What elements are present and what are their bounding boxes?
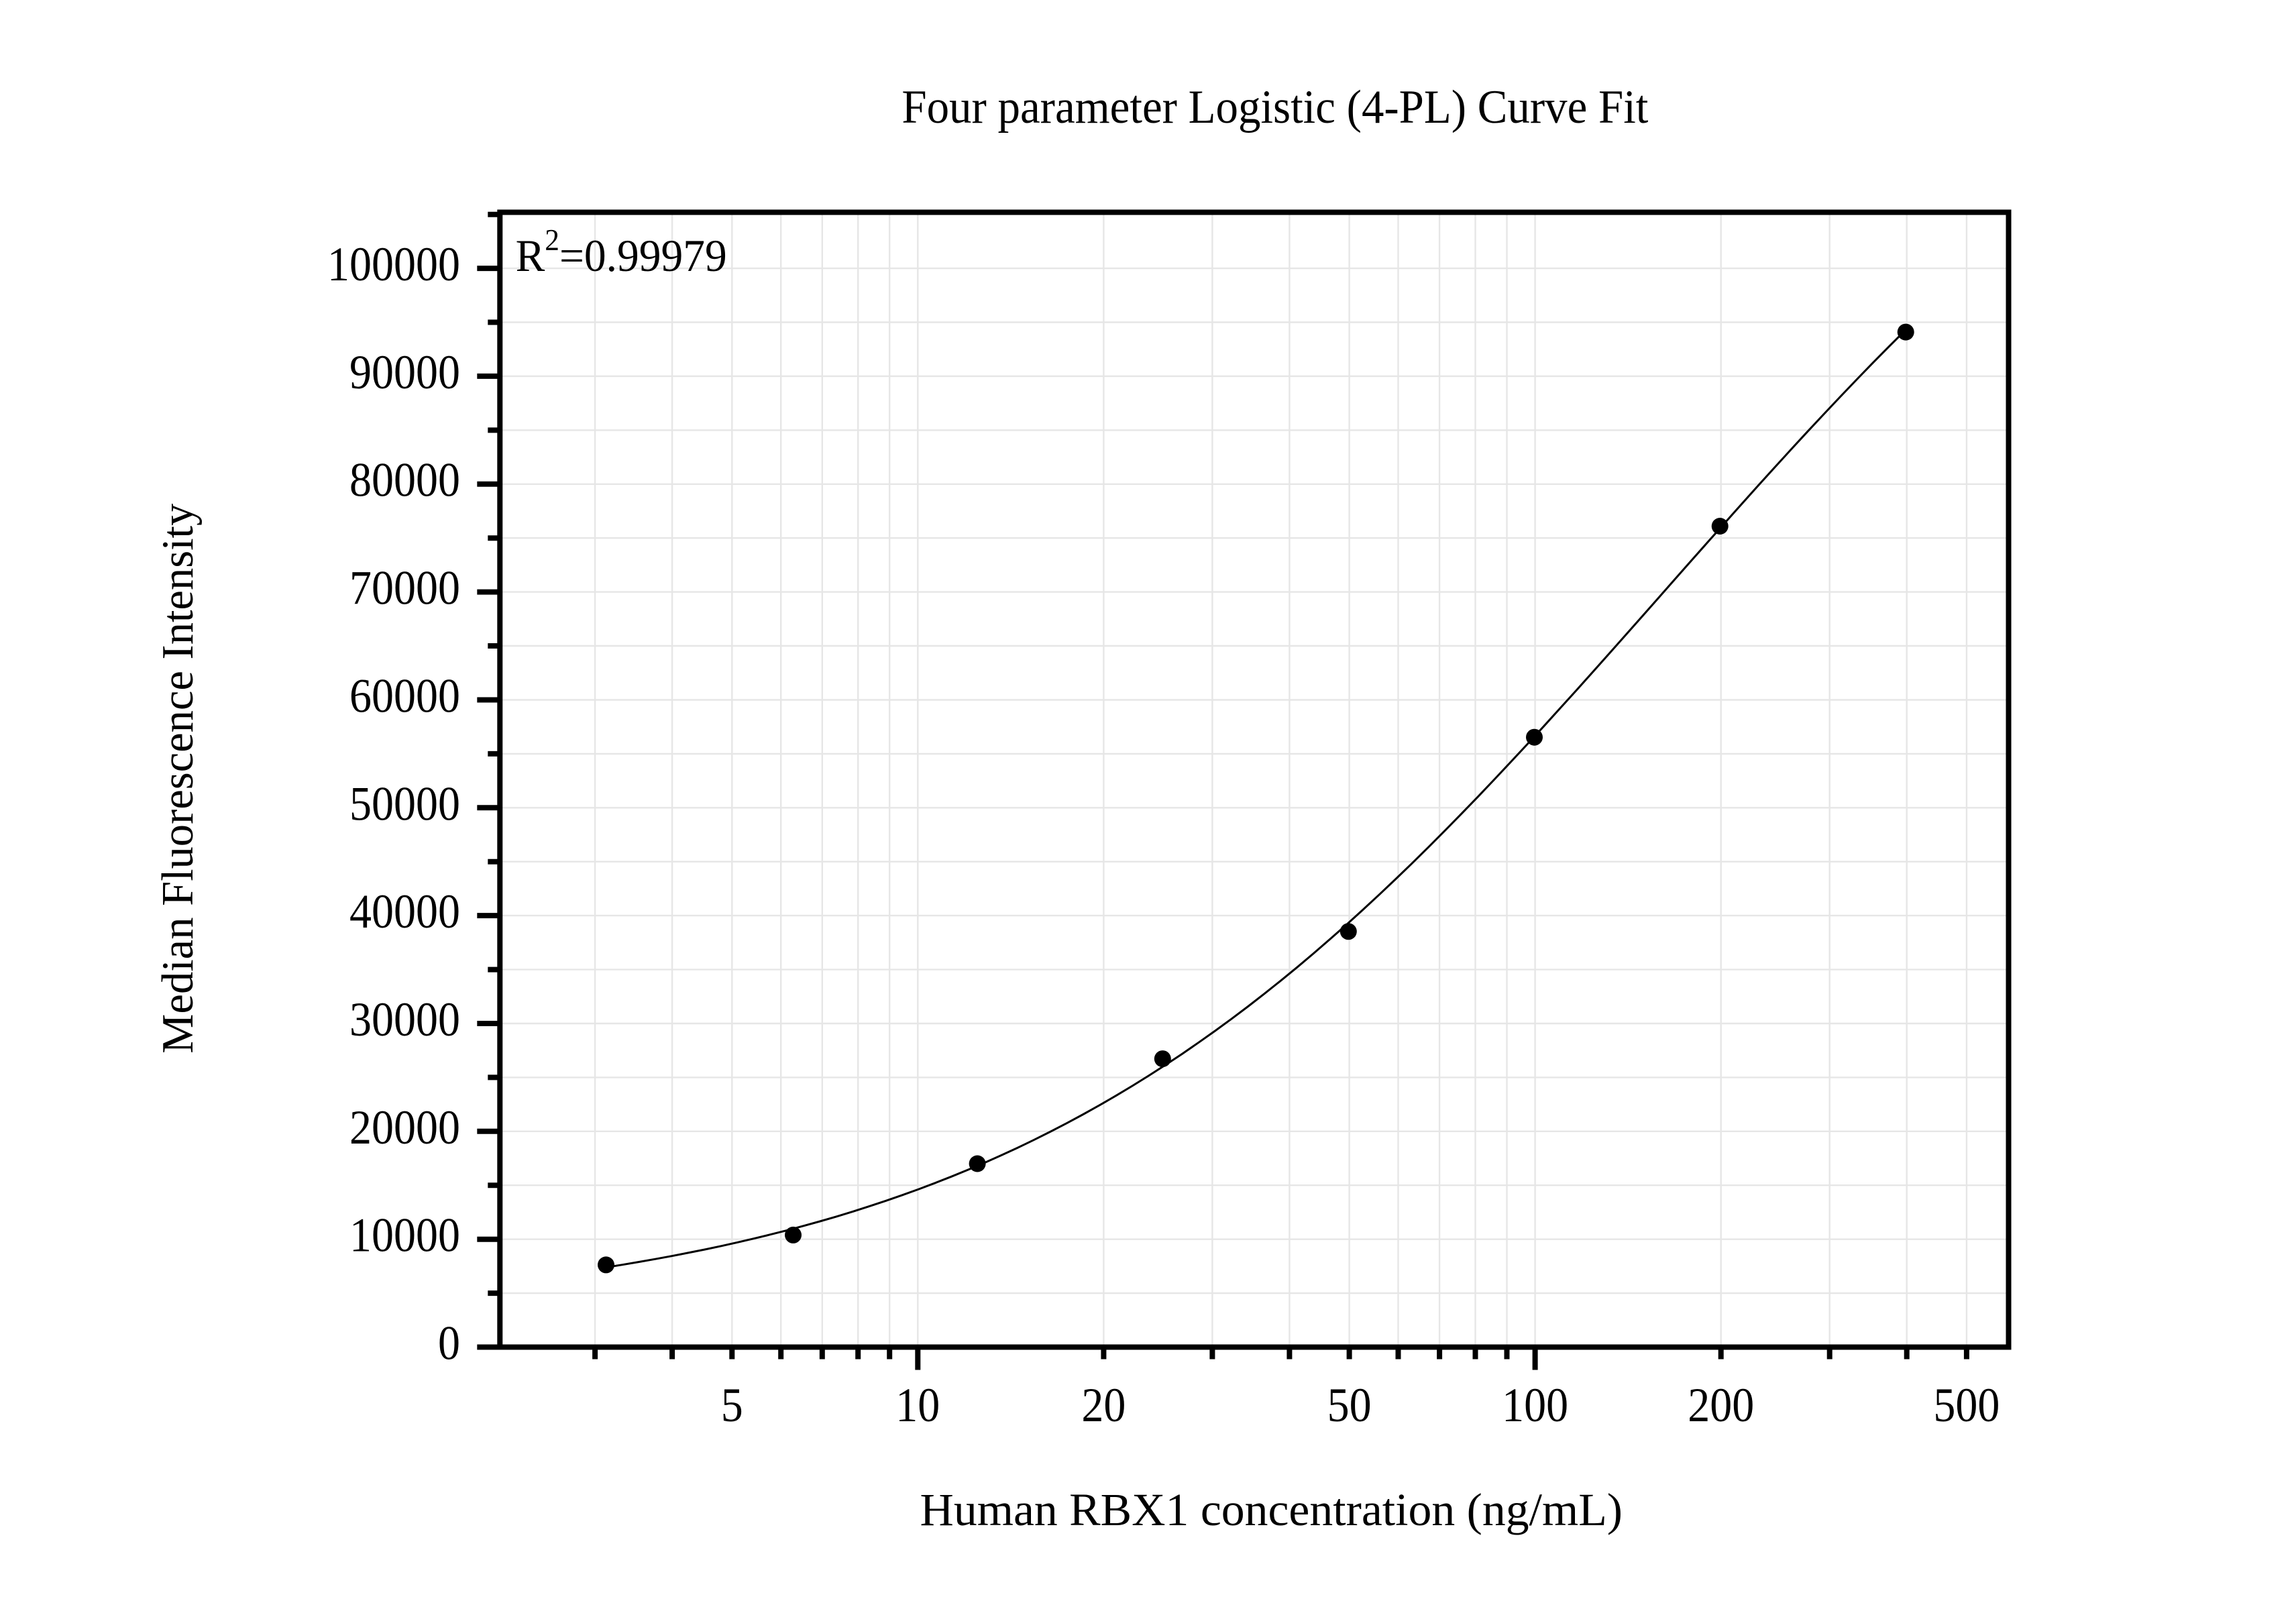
svg-text:10: 10 bbox=[895, 1378, 940, 1432]
svg-text:20000: 20000 bbox=[349, 1101, 460, 1154]
svg-text:R: R bbox=[516, 230, 545, 281]
svg-text:90000: 90000 bbox=[349, 345, 460, 399]
svg-text:Human RBX1 concentration (ng/m: Human RBX1 concentration (ng/mL) bbox=[920, 1484, 1623, 1535]
svg-text:Median Fluorescence Intensity: Median Fluorescence Intensity bbox=[153, 503, 203, 1053]
svg-text:500: 500 bbox=[1933, 1378, 2000, 1432]
svg-text:5: 5 bbox=[721, 1378, 743, 1432]
svg-text:0: 0 bbox=[438, 1317, 460, 1370]
svg-text:Four parameter Logistic (4-PL): Four parameter Logistic (4-PL) Curve Fit bbox=[901, 81, 1648, 133]
svg-text:10000: 10000 bbox=[349, 1209, 460, 1262]
svg-text:2: 2 bbox=[545, 223, 559, 257]
svg-text:60000: 60000 bbox=[349, 669, 460, 722]
svg-text:20: 20 bbox=[1081, 1378, 1126, 1432]
svg-text:=0.99979: =0.99979 bbox=[559, 230, 727, 281]
svg-text:100000: 100000 bbox=[327, 237, 460, 291]
svg-text:50: 50 bbox=[1327, 1378, 1372, 1432]
svg-text:200: 200 bbox=[1688, 1378, 1754, 1432]
svg-text:100: 100 bbox=[1502, 1378, 1568, 1432]
svg-text:80000: 80000 bbox=[349, 453, 460, 507]
svg-text:40000: 40000 bbox=[349, 885, 460, 938]
svg-text:50000: 50000 bbox=[349, 777, 460, 830]
svg-text:70000: 70000 bbox=[349, 561, 460, 615]
svg-text:30000: 30000 bbox=[349, 993, 460, 1046]
